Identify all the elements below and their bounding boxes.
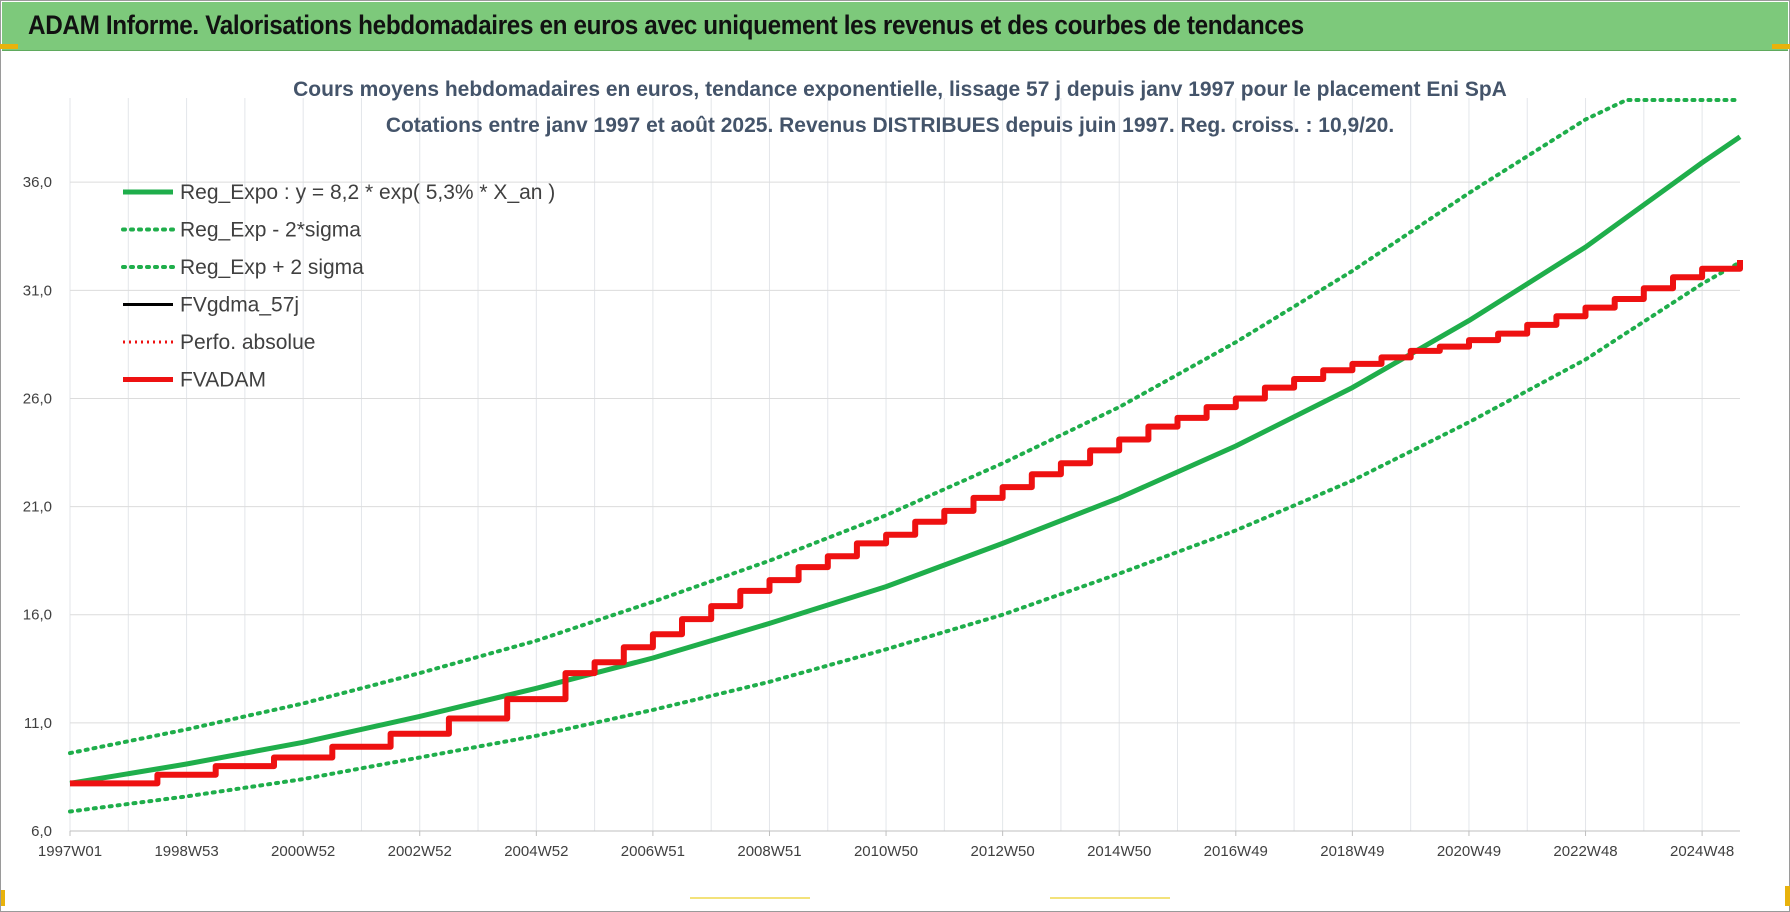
- x-tick-label: 2004W52: [504, 843, 568, 860]
- y-tick-label: 16,0: [23, 607, 52, 624]
- bottom-marker-1: [690, 897, 810, 899]
- series-reg-expo-line: [69, 134, 1742, 786]
- legend-fvadam: FVADAM: [123, 369, 266, 392]
- x-tick-label: 2012W50: [971, 843, 1035, 860]
- x-tick-label: 2000W52: [271, 843, 335, 860]
- corner-marker-bottom-right: [1785, 886, 1790, 906]
- y-tick-label: 21,0: [23, 499, 52, 516]
- y-tick-label: 36,0: [23, 174, 52, 191]
- y-tick-label: 11,0: [24, 715, 52, 732]
- chart-subtitle: Cotations entre janv 1997 et août 2025. …: [386, 114, 1394, 137]
- y-tick-label: 31,0: [23, 282, 52, 299]
- grid-layer: [69, 98, 1740, 832]
- x-tick-label: 2010W50: [854, 843, 918, 860]
- legend-label: Perfo. absolue: [180, 331, 315, 354]
- legend-fvgdma-57j: FVgdma_57j: [123, 294, 299, 317]
- report-banner: ADAM Informe. Valorisations hebdomadaire…: [2, 2, 1788, 51]
- legend-reg-exp-plus-2sigma: Reg_Exp + 2 sigma: [121, 256, 364, 279]
- legend-label: Reg_Expo : y = 8,2 * exp( 5,3% * X_an ): [180, 181, 555, 204]
- series-fvadam-line: [70, 260, 1743, 787]
- legend-label: Reg_Exp + 2 sigma: [180, 256, 364, 279]
- x-tick-label: 2006W51: [621, 843, 685, 860]
- legend-perfo-absolue: Perfo. absolue: [123, 331, 315, 354]
- x-tick-label: 2022W48: [1553, 843, 1617, 860]
- corner-marker-top-left: [0, 44, 18, 49]
- x-tick-label: 2020W49: [1437, 843, 1501, 860]
- legend: Reg_Expo : y = 8,2 * exp( 5,3% * X_an ) R…: [121, 181, 555, 392]
- legend-reg-exp-minus-2sigma: Reg_Exp - 2*sigma: [121, 219, 361, 242]
- x-tick-label: 2008W51: [737, 843, 801, 860]
- x-tick-label: 2002W52: [388, 843, 452, 860]
- y-tick-label: 26,0: [23, 390, 52, 407]
- series-layer: [68, 98, 1743, 814]
- x-tick-label: 2014W50: [1087, 843, 1151, 860]
- x-tick-label: 2016W49: [1204, 843, 1268, 860]
- chart-title: Cours moyens hebdomadaires en euros, ten…: [293, 78, 1507, 101]
- series-reg-exp-plus-2sigma-line: [68, 98, 1742, 756]
- x-tick-label: 1998W53: [154, 843, 218, 860]
- corner-marker-top-right: [1772, 44, 1790, 49]
- legend-reg-expo: Reg_Expo : y = 8,2 * exp( 5,3% * X_an ): [123, 181, 555, 204]
- y-tick-label: 6,0: [31, 823, 52, 840]
- x-tick-label: 2024W48: [1670, 843, 1734, 860]
- corner-marker-bottom-left: [1, 890, 5, 906]
- x-tick-label: 2018W49: [1320, 843, 1384, 860]
- report-title: ADAM Informe. Valorisations hebdomadaire…: [28, 10, 1304, 40]
- axis-layer: 6,0 11,0 16,0 21,0 26,0 31,0 36,0 1997W01 1998W5…: [23, 174, 1734, 860]
- legend-label: FVADAM: [180, 369, 266, 392]
- legend-label: FVgdma_57j: [180, 294, 299, 317]
- x-tick-label: 1997W01: [38, 843, 102, 860]
- bottom-marker-2: [1050, 897, 1170, 899]
- legend-label: Reg_Exp - 2*sigma: [180, 219, 361, 242]
- series-reg-exp-minus-2sigma-line: [68, 260, 1742, 814]
